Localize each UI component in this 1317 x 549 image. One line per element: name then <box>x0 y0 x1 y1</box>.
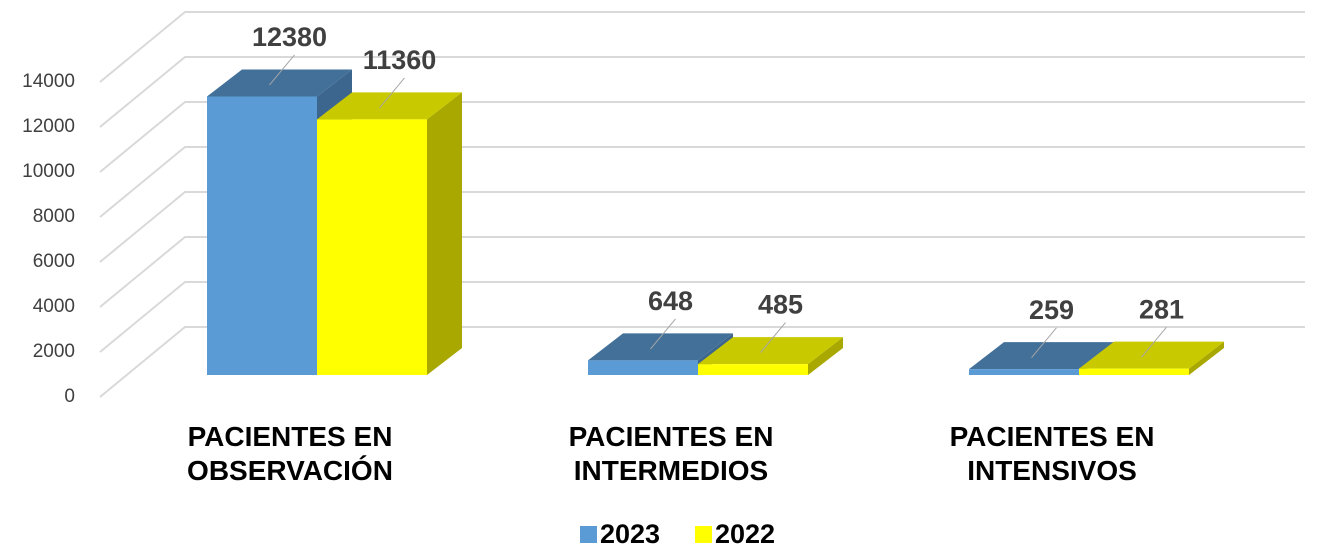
bar-face <box>317 92 462 120</box>
grid-line <box>99 146 1305 218</box>
leader-line <box>269 54 295 86</box>
bar-face <box>588 360 698 375</box>
bar-face <box>317 119 427 376</box>
grid-line <box>99 326 1305 398</box>
bar-face <box>207 96 317 375</box>
bar-face <box>1189 341 1224 375</box>
bar-face <box>1079 368 1189 375</box>
data-label: 485 <box>758 290 803 320</box>
y-tick-label: 10000 <box>22 161 75 182</box>
data-label: 648 <box>648 286 693 316</box>
y-tick-label: 6000 <box>33 251 75 272</box>
leader-line <box>1141 326 1167 358</box>
bar-face <box>808 337 843 375</box>
bar-face <box>969 369 1079 375</box>
data-label: 12380 <box>252 22 327 52</box>
bar-face <box>698 337 843 365</box>
bar <box>317 92 462 376</box>
grid-line <box>99 281 1305 353</box>
grid-line <box>99 101 1305 173</box>
bar-face <box>207 69 352 97</box>
x-tick-label: PACIENTES EN OBSERVACIÓN <box>187 421 393 486</box>
leader-line <box>760 322 786 353</box>
y-tick-label: 8000 <box>33 206 75 227</box>
bar <box>1079 341 1224 375</box>
leader-line <box>379 77 405 109</box>
legend-label: 2022 <box>715 519 775 549</box>
bar-face <box>588 333 733 361</box>
x-tick-label: PACIENTES EN INTERMEDIOS <box>568 421 774 486</box>
leader-line <box>1031 327 1057 358</box>
x-tick-label: PACIENTES EN INTENSIVOS <box>949 421 1155 486</box>
legend-swatch <box>695 526 712 543</box>
legend-swatch <box>580 526 597 543</box>
data-label: 259 <box>1029 295 1074 325</box>
bar-face <box>427 92 462 376</box>
grid-line <box>99 56 1305 128</box>
grid-line <box>99 11 1305 83</box>
bar-face <box>969 342 1114 370</box>
bar-face <box>1079 341 1224 369</box>
grid-line <box>99 191 1305 263</box>
data-label: 281 <box>1139 294 1184 324</box>
y-tick-label: 14000 <box>22 71 75 92</box>
y-tick-label: 0 <box>64 386 75 407</box>
data-label: 11360 <box>363 45 437 75</box>
y-tick-label: 12000 <box>22 116 75 137</box>
y-tick-label: 4000 <box>33 296 75 317</box>
y-tick-label: 2000 <box>33 341 75 362</box>
bar <box>698 337 843 375</box>
grid-line <box>99 236 1305 308</box>
legend-label: 2023 <box>600 519 660 549</box>
leader-line <box>650 318 676 350</box>
bar-face <box>698 364 808 375</box>
